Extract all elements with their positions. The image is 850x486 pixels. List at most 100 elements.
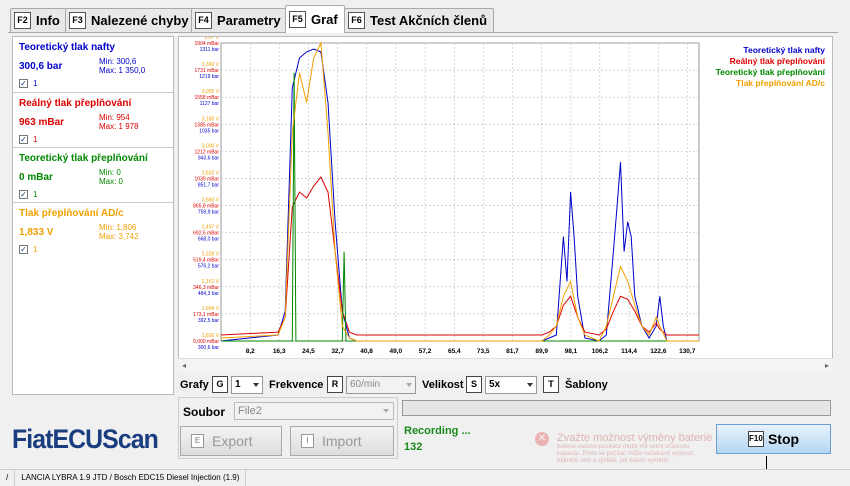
stop-button[interactable]: F10 Stop xyxy=(716,424,831,454)
sensor-max: Max: 0 xyxy=(99,177,124,186)
tab-key: F3 xyxy=(69,12,86,29)
y-tick-label: 943,6 bar xyxy=(198,155,219,161)
sensor-item: Teoretický tlak přeplňování 0 mBar Min: … xyxy=(13,148,173,203)
x-tick-label: 81,7 xyxy=(506,348,519,355)
import-label: Import xyxy=(322,433,362,449)
scroll-left-icon[interactable]: ◂ xyxy=(182,361,187,370)
sensor-checkbox[interactable]: ✓ xyxy=(19,245,28,254)
x-tick-label: 73,5 xyxy=(477,348,490,355)
chevron-down-icon xyxy=(253,383,259,387)
status-bar-vehicle: LANCIA LYBRA 1.9 JTD / Bosch EDC15 Diese… xyxy=(15,469,247,486)
y-tick-label: 0,000 mBar xyxy=(193,339,219,345)
stop-key: F10 xyxy=(747,431,764,447)
y-tick-label: 1385 mBar xyxy=(195,122,220,128)
x-tick-label: 130,7 xyxy=(679,348,696,355)
size-select[interactable]: 5x xyxy=(485,376,537,394)
frequency-select[interactable]: 60/min xyxy=(346,376,416,394)
y-tick-label: 865,8 mBar xyxy=(193,204,219,210)
y-tick-label: 484,3 bar xyxy=(198,291,219,297)
y-tick-label: 1039 mBar xyxy=(195,176,220,182)
x-tick-label: 122,6 xyxy=(650,348,667,355)
progress-bar xyxy=(402,400,831,416)
tab-graph[interactable]: F5 Graf xyxy=(285,5,345,33)
sensor-value: 963 mBar xyxy=(19,117,65,128)
series-line xyxy=(221,72,699,342)
legend-entry: Tlak přeplňování AD/c xyxy=(736,78,825,88)
sensor-checkbox-label: 1 xyxy=(33,245,38,254)
y-tick-label: 1,826 V xyxy=(202,333,220,339)
sensor-checkbox[interactable]: ✓ xyxy=(19,190,28,199)
sensor-max: Max: 3,742 xyxy=(99,232,139,241)
graph-panel: 3,67 V 1904 mBar 1311 bar 3,360 V 1731 mBar 1… xyxy=(178,36,833,372)
export-label: Export xyxy=(212,433,253,449)
scroll-right-icon[interactable]: ▸ xyxy=(824,361,829,370)
frequency-value: 60/min xyxy=(350,379,381,390)
y-tick-label: 392,5 bar xyxy=(198,318,219,324)
y-tick-label: 3,180 V xyxy=(202,116,220,122)
file-label: Soubor xyxy=(183,405,225,419)
sensor-checkbox-label: 1 xyxy=(33,190,38,199)
legend-entry: Reálný tlak přeplňování xyxy=(730,56,826,66)
sensor-checkbox-label: 1 xyxy=(33,135,38,144)
graphs-select[interactable]: 1 xyxy=(231,376,263,394)
tab-label: Parametry xyxy=(217,13,281,28)
y-tick-label: 1212 mBar xyxy=(195,149,220,155)
sensor-min: Min: 0 xyxy=(99,168,121,177)
app-logo: FiatECUScan xyxy=(12,424,159,454)
y-tick-label: 759,9 bar xyxy=(198,210,219,216)
y-tick-label: 576,2 bar xyxy=(198,264,219,270)
text-cursor-icon xyxy=(766,456,767,472)
recording-panel: Recording ... 132 xyxy=(402,397,833,459)
status-bar-path: / xyxy=(0,469,16,486)
export-key: E xyxy=(191,434,204,448)
y-tick-label: 1311 bar xyxy=(200,47,220,53)
tab-actuator-test[interactable]: F6 Test Akčních členů xyxy=(344,8,495,32)
series-line xyxy=(220,41,699,342)
tab-parameters[interactable]: F4 Parametry xyxy=(191,8,288,32)
y-tick-label: 668,0 bar xyxy=(198,237,219,243)
y-tick-label: 3,360 V xyxy=(202,62,220,68)
x-tick-label: 32,7 xyxy=(331,348,344,355)
sensor-item: Tlak přeplňování AD/c 1,833 V Min: 1,806… xyxy=(13,203,173,258)
y-tick-label: 1035 bar xyxy=(199,128,219,134)
sensor-checkbox[interactable]: ✓ xyxy=(19,135,28,144)
import-button[interactable]: I Import xyxy=(290,426,394,456)
y-tick-label: 2,328 V xyxy=(202,252,220,258)
error-icon: ✕ xyxy=(535,432,549,446)
graphs-label: Grafy xyxy=(180,379,209,391)
templates-label[interactable]: Šablony xyxy=(565,379,608,391)
tab-key: F6 xyxy=(348,12,365,29)
recording-count: 132 xyxy=(404,441,423,453)
sensor-checkbox-label: 1 xyxy=(33,79,38,88)
sensor-value: 0 mBar xyxy=(19,172,53,183)
sensor-panel: Teoretický tlak nafty 300,6 bar Min: 300… xyxy=(12,36,174,395)
notification-title: Zvažte možnost výměny baterie xyxy=(557,432,713,444)
graphs-value: 1 xyxy=(235,379,241,390)
file-select[interactable]: File2 xyxy=(234,402,394,420)
y-tick-label: 1,994 V xyxy=(202,306,220,312)
y-tick-label: 1731 mBar xyxy=(195,68,220,74)
y-tick-label: 300,6 bar xyxy=(198,345,219,351)
file-panel: Soubor File2 E Export I Import xyxy=(178,397,398,459)
templates-key[interactable]: T xyxy=(543,376,559,393)
sensor-checkbox[interactable]: ✓ xyxy=(19,79,28,88)
x-tick-label: 57,2 xyxy=(419,348,432,355)
sensor-item: Reálný tlak přeplňování 963 mBar Min: 95… xyxy=(13,93,173,148)
x-tick-label: 24,5 xyxy=(302,348,315,355)
graphs-key: G xyxy=(212,376,228,393)
battery-notification[interactable]: ✕ Zvažte možnost výměny baterie Baterie … xyxy=(527,430,712,470)
sensor-max: Max: 1 978 xyxy=(99,122,139,131)
tab-info[interactable]: F2 Info xyxy=(10,8,67,32)
y-tick-label: 2,161 V xyxy=(202,279,220,285)
export-button[interactable]: E Export xyxy=(180,426,282,456)
sensor-min: Min: 954 xyxy=(99,113,130,122)
y-tick-label: 1904 mBar xyxy=(195,41,220,47)
y-tick-label: 1558 mBar xyxy=(195,95,220,101)
chevron-down-icon xyxy=(383,409,389,413)
legend-entry: Teoretický tlak přeplňování xyxy=(716,67,826,77)
tab-errors[interactable]: F3 Nalezené chyby xyxy=(65,8,196,32)
size-label: Velikost xyxy=(422,379,464,391)
notification-body: Baterie vašeho počítače může mít velmi s… xyxy=(557,444,695,464)
graph-scrollbar[interactable]: ◂ ▸ xyxy=(178,358,833,372)
